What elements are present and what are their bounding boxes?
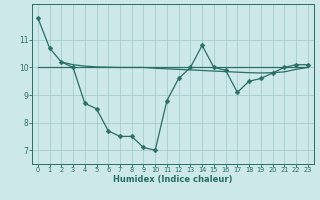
X-axis label: Humidex (Indice chaleur): Humidex (Indice chaleur): [113, 175, 233, 184]
